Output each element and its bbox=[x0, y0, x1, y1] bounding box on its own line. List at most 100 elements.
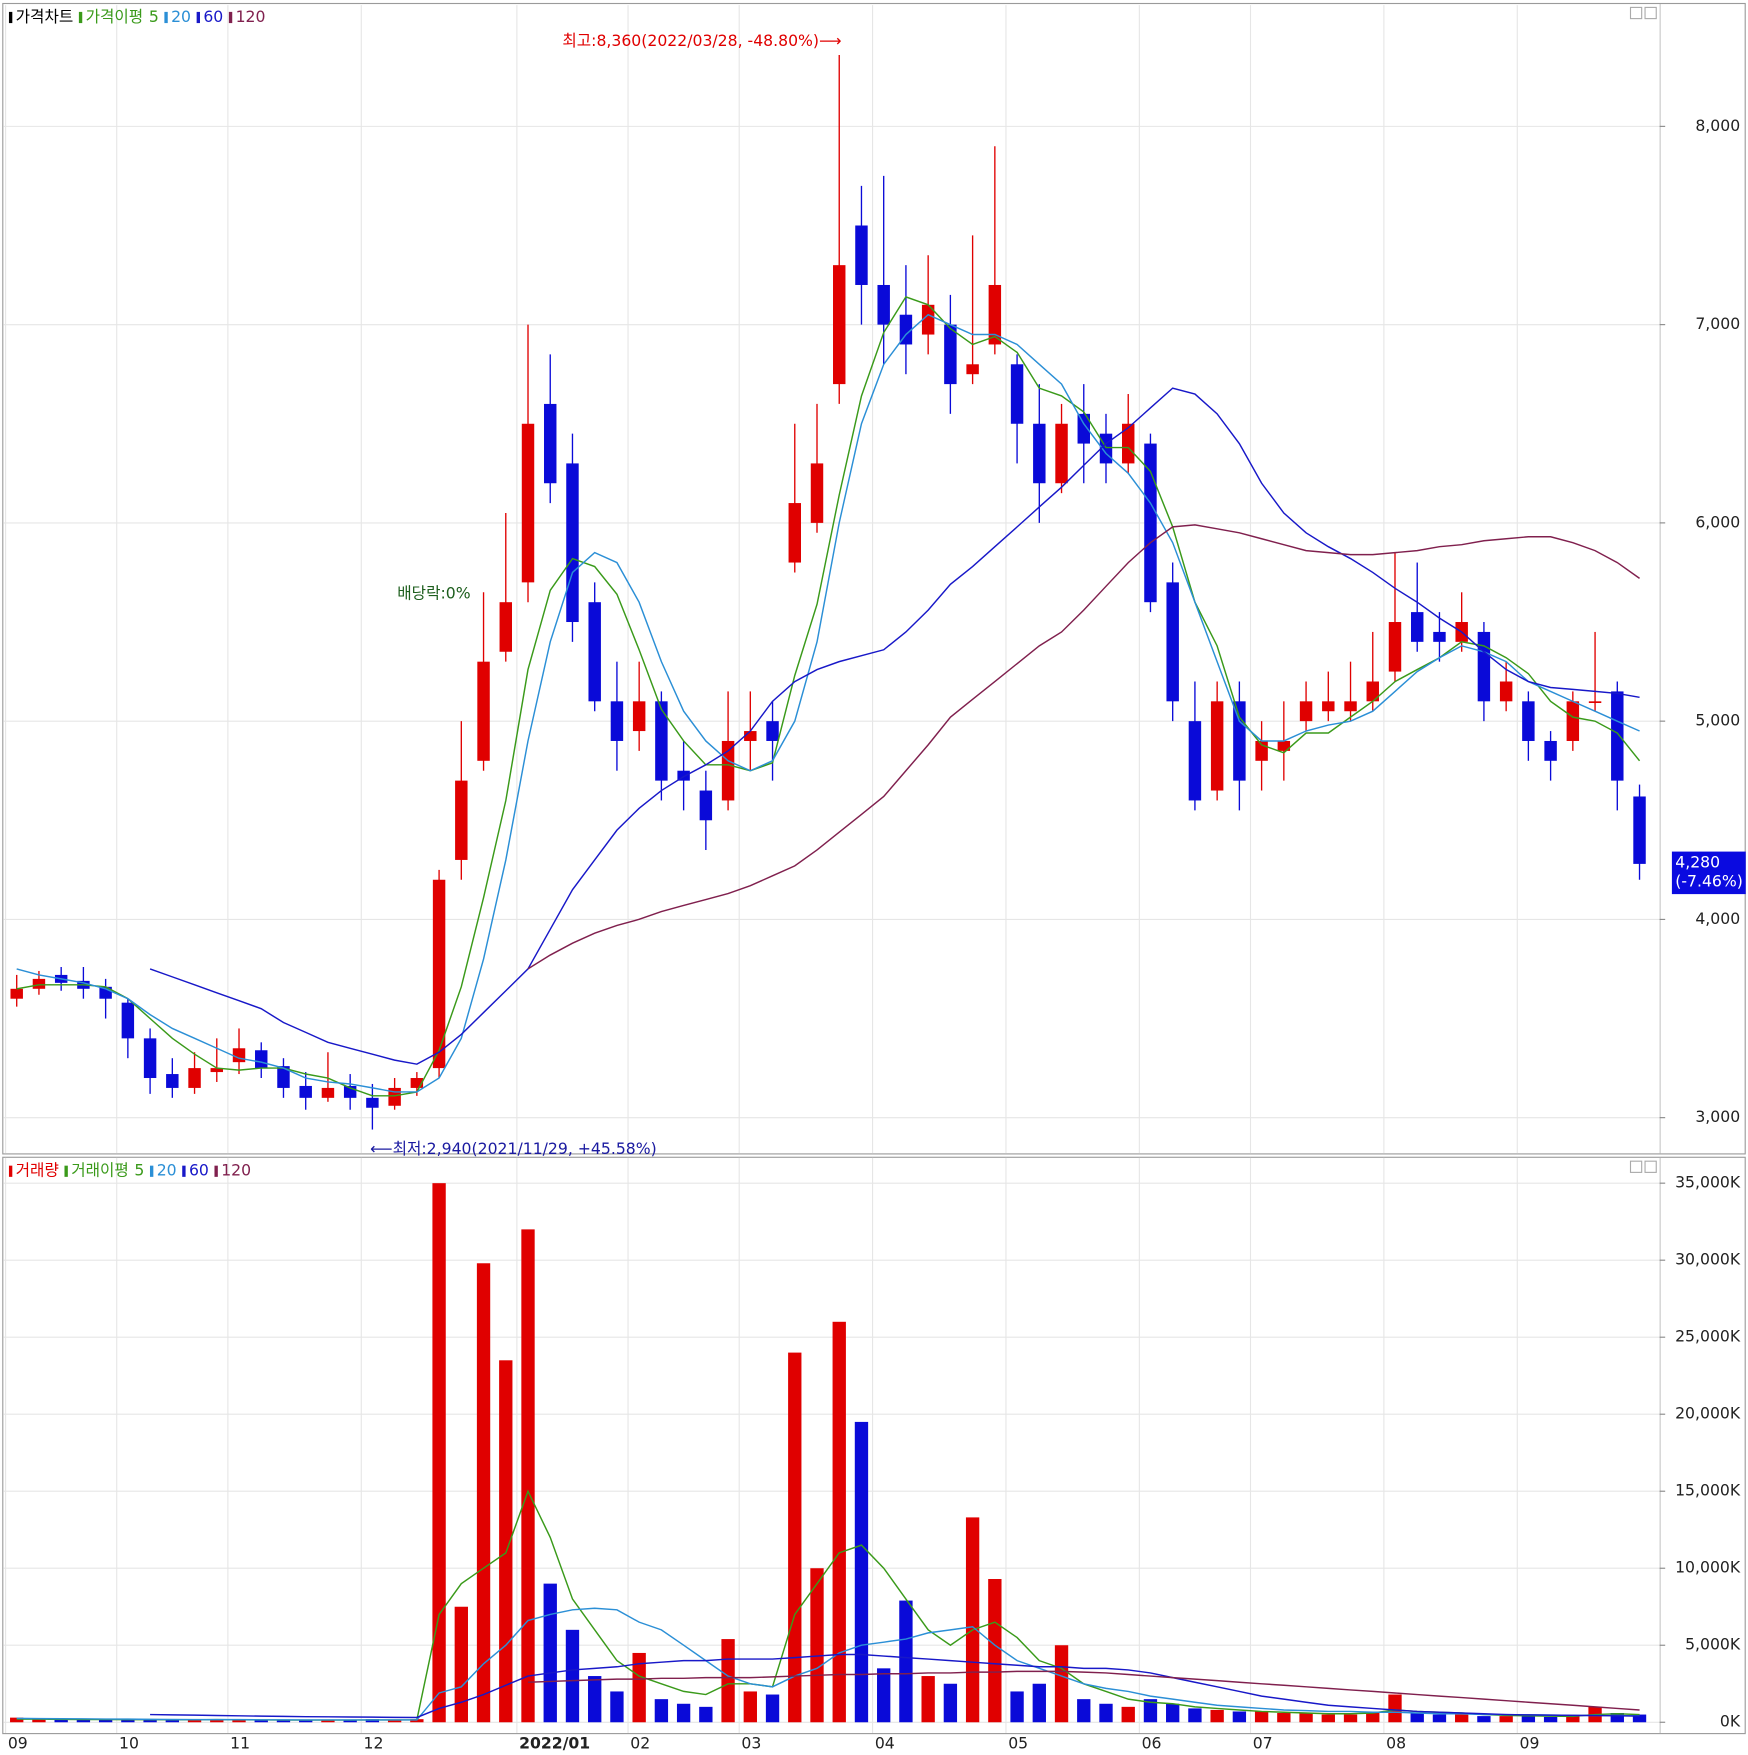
candle-body bbox=[766, 721, 779, 741]
volume-bar bbox=[810, 1568, 824, 1723]
volume-bar bbox=[1077, 1699, 1091, 1723]
volume-bar bbox=[410, 1719, 424, 1723]
ma-line bbox=[149, 387, 1640, 1065]
volume-bar bbox=[32, 1719, 46, 1723]
volume-bar bbox=[76, 1719, 91, 1723]
legend-marker bbox=[228, 11, 233, 24]
price-panel bbox=[2, 2, 1746, 1155]
legend-marker bbox=[214, 1165, 218, 1177]
candle-body bbox=[499, 602, 513, 652]
last-price-label: 4,280 bbox=[1675, 852, 1720, 871]
y-tick-label: 5,000 bbox=[1695, 711, 1740, 730]
volume-bar bbox=[765, 1694, 780, 1723]
volume-bar bbox=[1010, 1691, 1024, 1723]
x-tick-label: 02 bbox=[630, 1734, 650, 1753]
legend-title: 거래량 bbox=[16, 1161, 59, 1180]
candle-body bbox=[343, 1085, 357, 1098]
volume-bar bbox=[1521, 1716, 1536, 1723]
panel-buttons[interactable] bbox=[1629, 6, 1657, 1173]
volume-bar bbox=[143, 1719, 157, 1723]
legend-entry: 20 bbox=[157, 1161, 177, 1180]
candle-body bbox=[988, 284, 1002, 345]
candle-body bbox=[1122, 423, 1135, 464]
volume-bar bbox=[543, 1583, 557, 1723]
last-price-box bbox=[1671, 851, 1746, 895]
volume-bar bbox=[588, 1676, 602, 1723]
close-button[interactable] bbox=[1644, 6, 1657, 20]
volume-bar bbox=[1099, 1703, 1113, 1723]
volume-bar bbox=[476, 1263, 491, 1723]
volume-bar bbox=[965, 1517, 980, 1723]
legend-title: 가격차트 bbox=[16, 7, 74, 26]
volume-bar bbox=[877, 1668, 891, 1723]
close-button[interactable] bbox=[1644, 1160, 1657, 1173]
candle-body bbox=[966, 364, 979, 375]
volume-bar bbox=[1121, 1706, 1135, 1723]
volume-bar bbox=[321, 1719, 335, 1723]
volume-bar bbox=[254, 1720, 268, 1723]
candle-body bbox=[1388, 622, 1402, 672]
low-annotation: ⟵최저:2,940(2021/11/29, +45.58%) bbox=[370, 1139, 657, 1158]
candle-body bbox=[1166, 582, 1179, 702]
candle-body bbox=[255, 1050, 268, 1069]
legend-entry: 60 bbox=[203, 7, 223, 26]
volume-bar bbox=[676, 1703, 691, 1723]
legend-entry: 20 bbox=[171, 7, 191, 26]
ma-line bbox=[16, 313, 1640, 1093]
volume-bar bbox=[54, 1719, 68, 1723]
legend-marker bbox=[182, 1165, 186, 1177]
volume-bar bbox=[210, 1719, 224, 1723]
y-tick-label: 4,000 bbox=[1695, 909, 1740, 928]
candle-body bbox=[1410, 612, 1424, 642]
volume-bar bbox=[1410, 1713, 1424, 1723]
candle-body bbox=[1588, 701, 1602, 704]
volume-bar bbox=[854, 1421, 869, 1723]
volume-bar bbox=[499, 1360, 513, 1723]
candle-body bbox=[188, 1068, 201, 1088]
volume-bar bbox=[721, 1639, 735, 1723]
minimize-button[interactable] bbox=[1629, 6, 1643, 20]
legend-marker bbox=[149, 1165, 154, 1177]
volume-bar bbox=[1232, 1711, 1247, 1723]
candle-body bbox=[788, 503, 801, 563]
candle-body bbox=[1233, 701, 1246, 781]
volume-bar bbox=[921, 1676, 935, 1723]
candle-body bbox=[1010, 364, 1024, 424]
volume-bar bbox=[1188, 1708, 1202, 1723]
volume-bar bbox=[343, 1720, 357, 1723]
volume-bar bbox=[1477, 1716, 1491, 1723]
volume-bar bbox=[1388, 1694, 1402, 1723]
candle-body bbox=[544, 403, 557, 484]
legend-entry: 120 bbox=[221, 1161, 251, 1180]
candle-body bbox=[610, 701, 624, 741]
candle-body bbox=[699, 790, 713, 821]
minimize-button[interactable] bbox=[1629, 1160, 1643, 1173]
candle-body bbox=[1210, 701, 1224, 791]
volume-bar bbox=[1277, 1713, 1291, 1723]
volume-bar bbox=[699, 1706, 713, 1723]
volume-bar bbox=[365, 1719, 380, 1723]
volume-bar bbox=[387, 1719, 402, 1723]
candle-body bbox=[277, 1066, 290, 1088]
legend-ma-title: 가격이평 bbox=[86, 7, 144, 26]
candle-body bbox=[744, 731, 757, 741]
candle-body bbox=[1188, 721, 1202, 801]
candle-body bbox=[1633, 796, 1646, 864]
candle-body bbox=[232, 1048, 246, 1063]
volume-bar bbox=[654, 1699, 669, 1723]
x-tick-label: 09 bbox=[1519, 1734, 1539, 1753]
candle-body bbox=[721, 740, 735, 801]
legend-marker bbox=[8, 11, 13, 24]
candle-body bbox=[477, 661, 490, 761]
ma-line bbox=[150, 1653, 1640, 1719]
candle-body bbox=[877, 284, 890, 325]
candle-body bbox=[432, 879, 446, 1069]
candle-body bbox=[632, 701, 646, 732]
legend-marker bbox=[78, 11, 83, 24]
y-tick-label: 6,000 bbox=[1695, 512, 1740, 531]
volume-bar bbox=[10, 1717, 24, 1723]
volume-bar bbox=[988, 1579, 1002, 1723]
candle-body bbox=[1522, 701, 1535, 741]
candle-body bbox=[143, 1038, 157, 1079]
